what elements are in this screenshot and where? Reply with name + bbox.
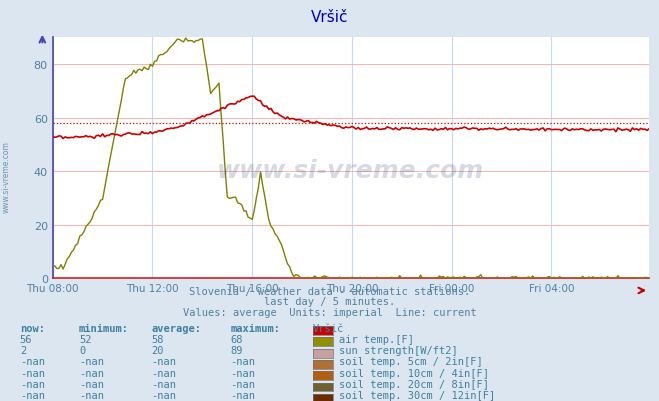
Text: soil temp. 5cm / 2in[F]: soil temp. 5cm / 2in[F] bbox=[339, 356, 483, 367]
Text: soil temp. 30cm / 12in[F]: soil temp. 30cm / 12in[F] bbox=[339, 390, 496, 400]
Text: sun strength[W/ft2]: sun strength[W/ft2] bbox=[339, 345, 458, 355]
Text: now:: now: bbox=[20, 323, 45, 333]
Text: -nan: -nan bbox=[152, 390, 177, 400]
Text: -nan: -nan bbox=[152, 356, 177, 367]
Text: 2: 2 bbox=[20, 345, 26, 355]
Text: air temp.[F]: air temp.[F] bbox=[339, 334, 415, 344]
Text: -nan: -nan bbox=[20, 368, 45, 378]
Text: -nan: -nan bbox=[152, 379, 177, 389]
Text: -nan: -nan bbox=[79, 379, 104, 389]
Text: www.si-vreme.com: www.si-vreme.com bbox=[217, 158, 484, 182]
Text: -nan: -nan bbox=[152, 368, 177, 378]
Text: -nan: -nan bbox=[20, 390, 45, 400]
Text: 52: 52 bbox=[79, 334, 92, 344]
Text: www.si-vreme.com: www.si-vreme.com bbox=[2, 141, 11, 212]
Text: Slovenia / weather data - automatic stations.: Slovenia / weather data - automatic stat… bbox=[189, 287, 470, 297]
Text: maximum:: maximum: bbox=[231, 323, 281, 333]
Text: Vršič: Vršič bbox=[311, 10, 348, 25]
Text: 68: 68 bbox=[231, 334, 243, 344]
Text: average:: average: bbox=[152, 323, 202, 333]
Text: -nan: -nan bbox=[79, 368, 104, 378]
Text: last day / 5 minutes.: last day / 5 minutes. bbox=[264, 297, 395, 307]
Text: -nan: -nan bbox=[79, 356, 104, 367]
Text: soil temp. 20cm / 8in[F]: soil temp. 20cm / 8in[F] bbox=[339, 379, 490, 389]
Text: 89: 89 bbox=[231, 345, 243, 355]
Text: 20: 20 bbox=[152, 345, 164, 355]
Text: 0: 0 bbox=[79, 345, 85, 355]
Text: 58: 58 bbox=[152, 334, 164, 344]
Text: Values: average  Units: imperial  Line: current: Values: average Units: imperial Line: cu… bbox=[183, 307, 476, 317]
Text: Vršič: Vršič bbox=[313, 323, 344, 333]
Text: -nan: -nan bbox=[231, 379, 256, 389]
Text: 56: 56 bbox=[20, 334, 32, 344]
Text: -nan: -nan bbox=[79, 390, 104, 400]
Text: -nan: -nan bbox=[231, 356, 256, 367]
Text: -nan: -nan bbox=[20, 356, 45, 367]
Text: -nan: -nan bbox=[231, 390, 256, 400]
Text: minimum:: minimum: bbox=[79, 323, 129, 333]
Text: -nan: -nan bbox=[20, 379, 45, 389]
Text: -nan: -nan bbox=[231, 368, 256, 378]
Text: soil temp. 10cm / 4in[F]: soil temp. 10cm / 4in[F] bbox=[339, 368, 490, 378]
